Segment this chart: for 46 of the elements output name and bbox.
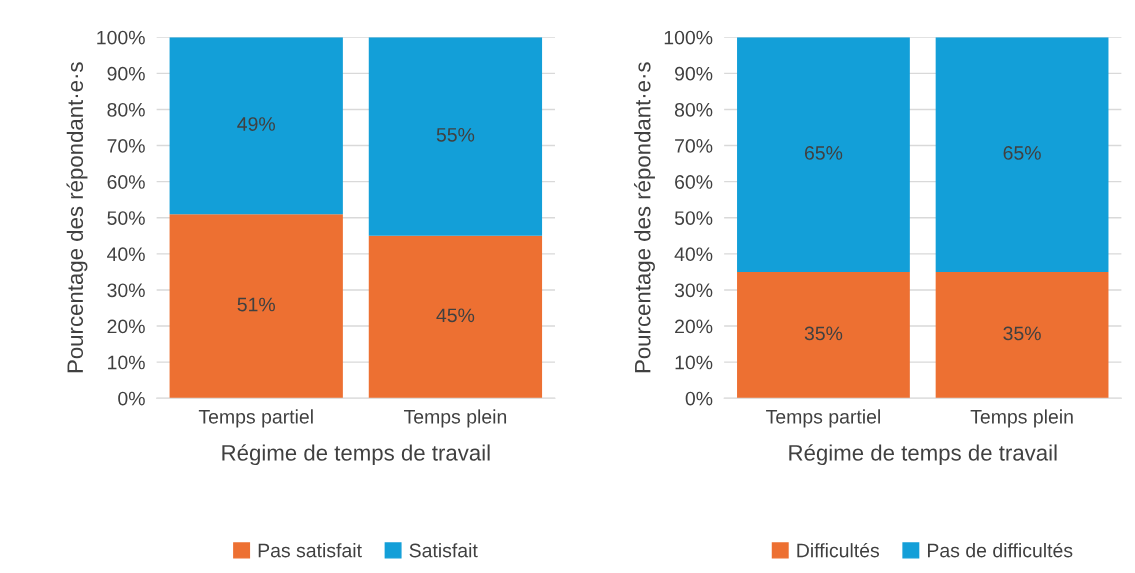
x-axis-title: Régime de temps de travail xyxy=(789,444,1057,466)
y-axis-title: Pourcentage des répondant·e·s xyxy=(66,62,88,373)
y-tick-label: 70% xyxy=(107,139,145,153)
data-label: 55% xyxy=(436,128,475,142)
y-tick-label: 40% xyxy=(107,247,145,262)
data-label: 35% xyxy=(1003,326,1041,341)
y-tick-label: 80% xyxy=(674,102,713,117)
y-tick-label: 50% xyxy=(674,211,713,225)
data-label: 35% xyxy=(804,326,843,341)
y-tick-label: 30% xyxy=(674,283,713,298)
y-tick-label: 10% xyxy=(108,355,145,370)
legend-label: Difficultés xyxy=(797,542,880,558)
x-tick-label: Temps plein xyxy=(403,409,507,428)
data-label: 65% xyxy=(804,146,843,160)
x-tick-label: Temps plein xyxy=(970,409,1073,428)
bar xyxy=(368,235,543,399)
x-tick-label: Temps partiel xyxy=(198,409,313,428)
y-tick-label: 100% xyxy=(97,30,145,45)
y-tick-label: 90% xyxy=(675,66,713,81)
y-tick-label: 30% xyxy=(107,283,145,298)
legend-label: Pas satisfait xyxy=(258,543,362,558)
data-label: 51% xyxy=(237,297,275,312)
y-tick-label: 0% xyxy=(685,391,713,406)
y-tick-label: 20% xyxy=(675,319,713,334)
y-tick-label: 100% xyxy=(664,30,713,45)
bar xyxy=(169,214,343,399)
y-axis-title: Pourcentage des répondant·e·s xyxy=(633,62,655,373)
data-label: 45% xyxy=(436,308,475,323)
y-tick-label: 20% xyxy=(107,319,145,334)
legend-label: Satisfait xyxy=(409,543,478,558)
x-tick-label: Temps partiel xyxy=(766,409,880,428)
y-tick-label: 0% xyxy=(118,391,145,406)
legend-label: Pas de difficultés xyxy=(928,542,1073,558)
bar xyxy=(368,37,543,236)
y-tick-label: 40% xyxy=(674,247,713,262)
x-axis-title: Régime de temps de travail xyxy=(222,444,490,466)
bar xyxy=(169,37,343,215)
y-tick-label: 10% xyxy=(675,355,713,370)
y-tick-label: 60% xyxy=(107,175,145,189)
y-tick-label: 90% xyxy=(107,66,145,81)
data-label: 49% xyxy=(237,117,275,131)
y-tick-label: 50% xyxy=(107,211,145,225)
y-tick-label: 70% xyxy=(675,139,713,153)
data-label: 65% xyxy=(1003,146,1041,160)
y-tick-label: 60% xyxy=(675,175,713,189)
y-tick-label: 80% xyxy=(107,102,145,117)
